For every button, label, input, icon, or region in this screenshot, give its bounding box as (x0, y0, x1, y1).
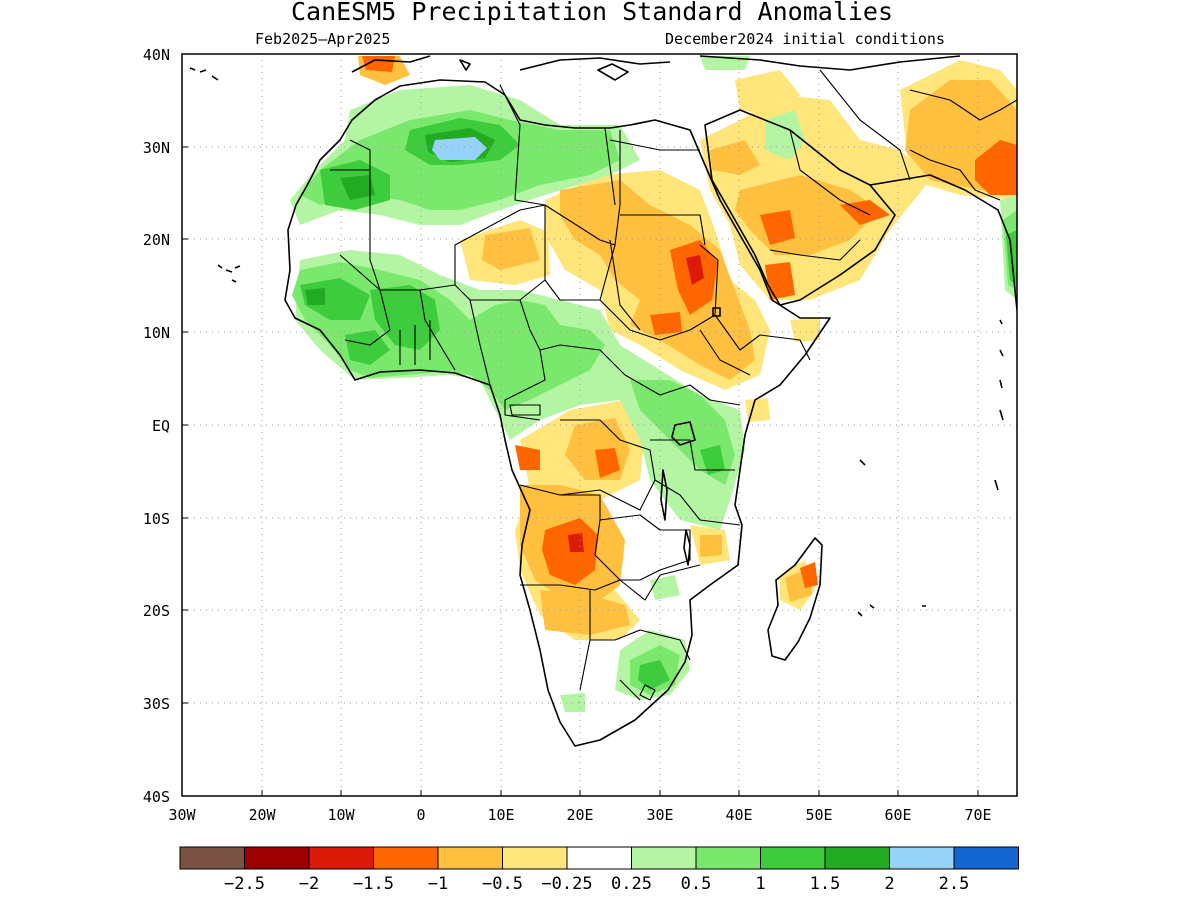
colorbar-labels: −2.5 −2 −1.5 −1 −0.5 −0.25 0.25 0.5 1 1.5 2 2.5 (224, 874, 969, 894)
colorbar-swatch (695, 846, 761, 870)
lat-label-10n: 10N (143, 324, 170, 342)
graticule (182, 54, 1017, 796)
lat-label-eq: EQ (152, 417, 170, 435)
longitude-labels: 30W 20W 10W 0 10E 20E 30E 40E 50E 60E 70… (168, 806, 991, 824)
lake-malawi (683, 529, 691, 566)
lon-label-30w: 30W (168, 806, 196, 824)
lat-label-30s: 30S (143, 695, 170, 713)
colorbar-label: 1 (755, 874, 765, 894)
madagascar-coastline (767, 537, 823, 661)
south-asia-coastline (869, 174, 1017, 311)
colorbar-swatch (179, 846, 245, 870)
lat-label-40n: 40N (143, 46, 170, 64)
lake-victoria (671, 421, 696, 446)
colorbar-label: −2.5 (224, 874, 265, 894)
lon-label-10e: 10E (487, 806, 514, 824)
lon-label-70e: 70E (964, 806, 991, 824)
country-borders (330, 69, 1017, 701)
colorbar-swatch (824, 846, 890, 870)
colorbar-label: 2.5 (939, 874, 970, 894)
indian-ocean-islands (857, 319, 1004, 617)
lon-label-30e: 30E (646, 806, 673, 824)
colorbar (179, 846, 1019, 870)
map-panel (182, 54, 1017, 796)
colorbar-label: −0.5 (482, 874, 523, 894)
lon-label-60e: 60E (884, 806, 911, 824)
colorbar-label: 0.25 (611, 874, 652, 894)
coastlines (189, 55, 1017, 747)
colorbar-swatch (502, 846, 568, 870)
colorbar-label: 2 (884, 874, 894, 894)
colorbar-label: 1.5 (810, 874, 841, 894)
colorbar-swatch (308, 846, 374, 870)
lon-label-50e: 50E (805, 806, 832, 824)
europe-coastline (351, 55, 961, 73)
colorbar-label: 0.5 (681, 874, 712, 894)
colorbar-swatch (566, 846, 632, 870)
anomaly-layer-wet-extreme (432, 137, 487, 160)
lat-label-10s: 10S (143, 510, 170, 528)
lon-label-20w: 20W (248, 806, 276, 824)
forecast-period: Feb2025–Apr2025 (255, 30, 390, 48)
africa-coastline (284, 79, 831, 747)
colorbar-label: −1 (428, 874, 448, 894)
initial-conditions-label: December2024 initial conditions (665, 30, 945, 48)
lat-label-20s: 20S (143, 602, 170, 620)
canary-islands (217, 264, 241, 283)
colorbar-label: −0.25 (541, 874, 592, 894)
colorbar-swatch (437, 846, 503, 870)
lon-label-40e: 40E (725, 806, 752, 824)
cape-verde-islands (189, 67, 219, 81)
lon-label-20e: 20E (566, 806, 593, 824)
colorbar-swatch (889, 846, 955, 870)
lakes (660, 307, 721, 566)
anomaly-layer-dry-severe (568, 255, 704, 552)
colorbar-swatch (244, 846, 310, 870)
lon-label-10w: 10W (327, 806, 355, 824)
colorbar-label: −1.5 (353, 874, 394, 894)
lat-label-20n: 20N (143, 231, 170, 249)
colorbar-swatch (953, 846, 1019, 870)
colorbar-swatch (373, 846, 439, 870)
axis-ticks (181, 53, 979, 797)
lat-label-40s: 40S (143, 788, 170, 806)
latitude-labels: 40N 30N 20N 10N EQ 10S 20S 30S 40S (143, 46, 170, 806)
lake-tanganyika (660, 469, 668, 521)
lon-label-0: 0 (416, 806, 425, 824)
lake-tana (712, 307, 721, 317)
arabia-coastline (704, 109, 896, 306)
colorbar-swatch (760, 846, 826, 870)
lat-label-30n: 30N (143, 139, 170, 157)
map-title: CanESM5 Precipitation Standard Anomalies (291, 0, 893, 26)
anomaly-layer-dry-moderate (358, 56, 1017, 635)
mediterranean-islands (459, 59, 629, 81)
colorbar-swatch (631, 846, 697, 870)
colorbar-label: −2 (299, 874, 319, 894)
